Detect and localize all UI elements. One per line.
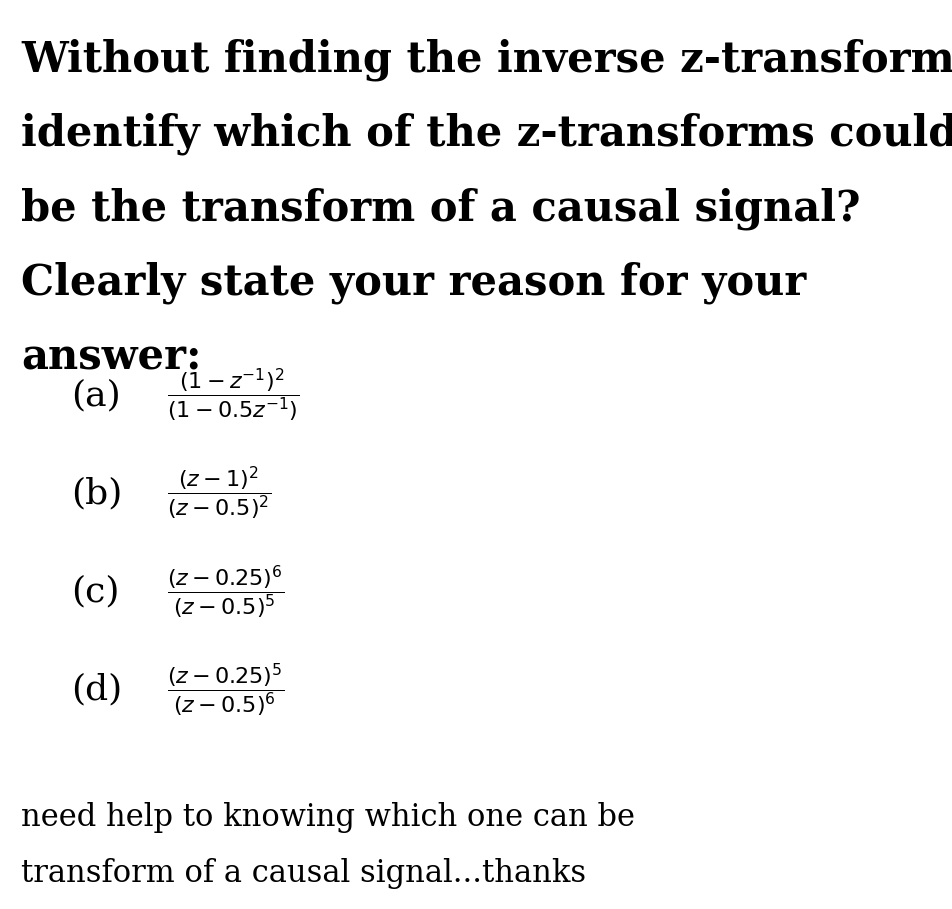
Text: transform of a causal signal...thanks: transform of a causal signal...thanks	[21, 858, 585, 889]
Text: $\dfrac{(z-0.25)^6}{(z-0.5)^5}$: $\dfrac{(z-0.25)^6}{(z-0.5)^5}$	[167, 563, 284, 621]
Text: be the transform of a causal signal?: be the transform of a causal signal?	[21, 187, 860, 230]
Text: Without finding the inverse z-transform,: Without finding the inverse z-transform,	[21, 38, 952, 81]
Text: (b): (b)	[71, 476, 123, 511]
Text: (c): (c)	[71, 574, 120, 609]
Text: $\dfrac{(1-z^{-1})^2}{(1-0.5z^{-1})}$: $\dfrac{(1-z^{-1})^2}{(1-0.5z^{-1})}$	[167, 366, 299, 425]
Text: Clearly state your reason for your: Clearly state your reason for your	[21, 262, 805, 305]
Text: $\dfrac{(z-1)^2}{(z-0.5)^2}$: $\dfrac{(z-1)^2}{(z-0.5)^2}$	[167, 464, 271, 523]
Text: (a): (a)	[71, 378, 121, 413]
Text: identify which of the z-transforms could: identify which of the z-transforms could	[21, 113, 952, 155]
Text: answer:: answer:	[21, 336, 201, 378]
Text: need help to knowing which one can be: need help to knowing which one can be	[21, 802, 634, 833]
Text: (d): (d)	[71, 673, 123, 707]
Text: $\dfrac{(z-0.25)^5}{(z-0.5)^6}$: $\dfrac{(z-0.25)^5}{(z-0.5)^6}$	[167, 661, 284, 719]
